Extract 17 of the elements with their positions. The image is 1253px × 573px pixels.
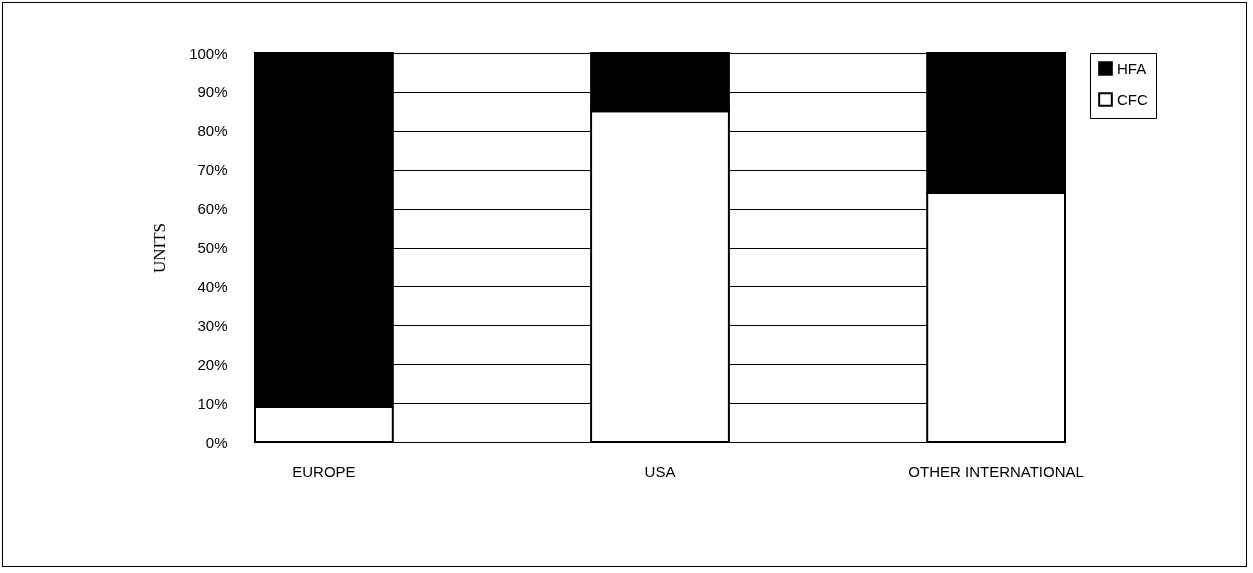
y-tick-label: 100% [189,44,228,62]
legend-label: HFA [1117,59,1147,77]
y-tick-label: 70% [197,161,228,179]
y-tick-label: 90% [197,83,228,101]
y-tick-label: 80% [197,122,228,140]
y-tick-label: 0% [205,433,228,451]
y-tick-label: 60% [197,200,228,218]
y-tick-label: 50% [197,239,228,256]
x-tick-label: EUROPE [292,462,356,480]
y-tick-label: 40% [197,277,228,295]
y-tick-label: 10% [197,394,228,412]
y-tick-label: 30% [197,316,228,334]
y-tick-label: 20% [197,355,228,373]
x-tick-label: OTHER INTERNATIONAL [908,462,1084,480]
legend-label: CFC [1117,90,1148,108]
x-tick-label: USA [644,462,676,480]
y-axis-title: UNITS [150,222,170,274]
